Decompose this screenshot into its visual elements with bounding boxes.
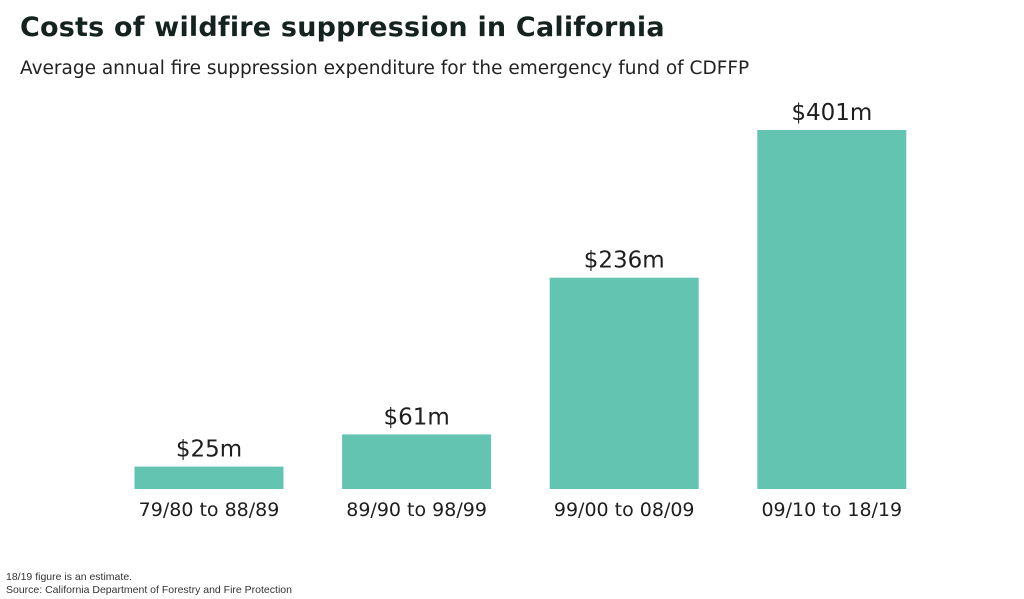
bar-value-label: $236m <box>584 248 665 274</box>
bar <box>134 466 284 489</box>
chart-title: Costs of wildfire suppression in Califor… <box>20 12 665 43</box>
bar-value-label: $401m <box>791 100 872 126</box>
bar-value-label: $25m <box>176 437 242 463</box>
bars-group <box>134 130 907 489</box>
category-label: 79/80 to 88/89 <box>139 499 280 521</box>
category-labels-group: 79/80 to 88/89 89/90 to 98/99 99/00 to 08/… <box>139 499 902 521</box>
bar <box>757 130 907 489</box>
estimate-note: 18/19 figure is an estimate. <box>6 571 133 583</box>
category-label: 09/10 to 18/19 <box>761 499 902 521</box>
chart-subtitle: Average annual fire suppression expendit… <box>20 58 750 79</box>
category-label: 89/90 to 98/99 <box>346 499 487 521</box>
category-label: 99/00 to 08/09 <box>554 499 695 521</box>
value-labels-group: $25m $61m $236m $401m <box>176 100 872 463</box>
source-note: Source: California Department of Forestr… <box>6 584 292 596</box>
bar <box>549 277 699 489</box>
bar-value-label: $61m <box>383 404 449 430</box>
bar <box>342 434 492 489</box>
